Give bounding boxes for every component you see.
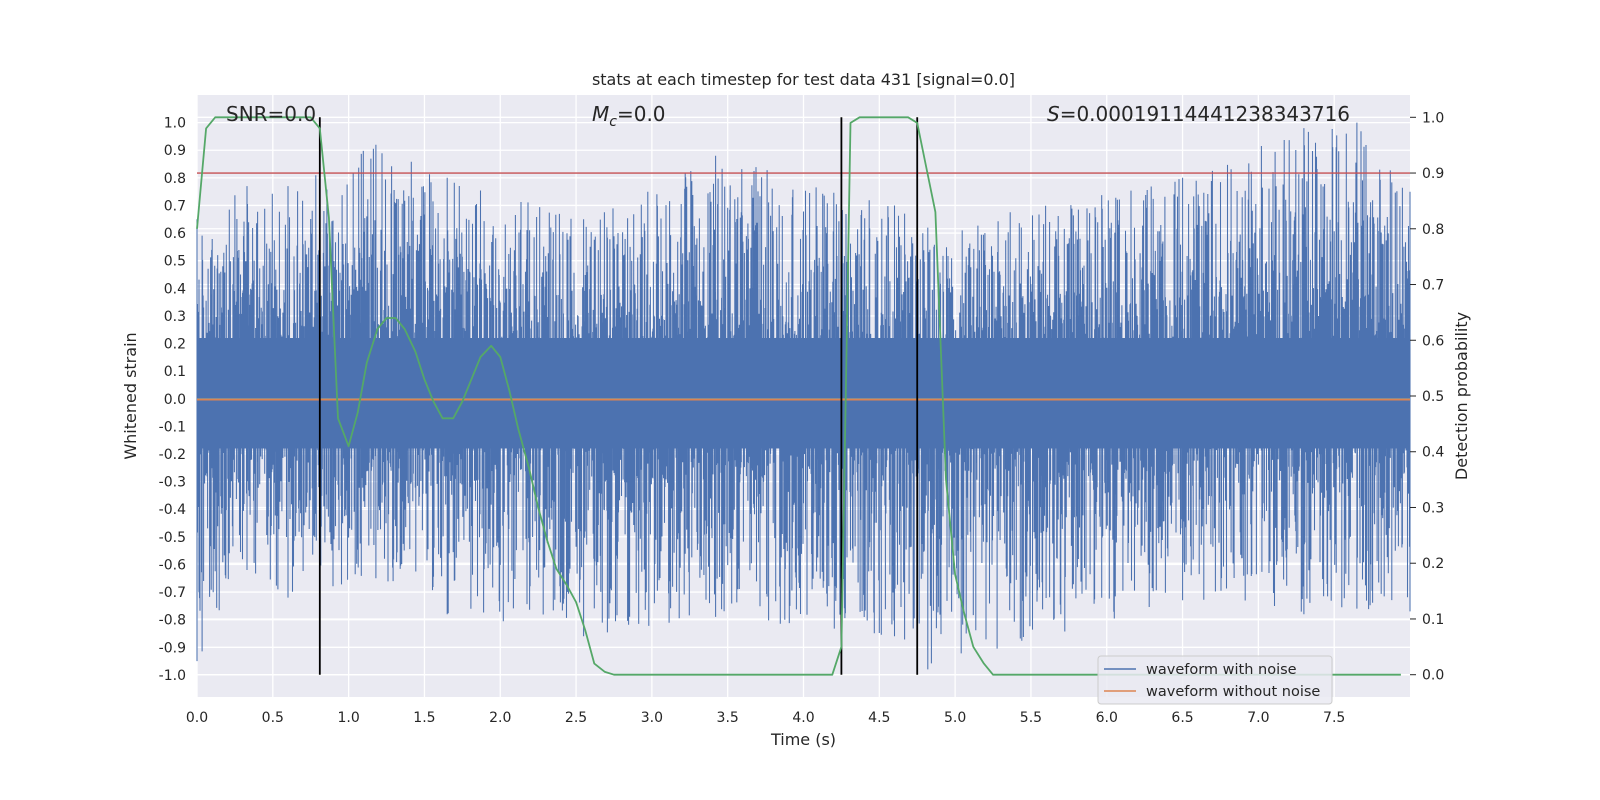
legend: waveform with noise waveform without noi…	[1097, 655, 1333, 705]
y2-tick-label: 0.0	[1422, 668, 1444, 684]
y-tick-label: -0.1	[159, 419, 186, 435]
mc-subscript: c	[609, 114, 617, 130]
y-tick-label: -0.6	[159, 557, 186, 573]
x-tick-label: 1.5	[413, 710, 435, 726]
x-tick-label: 6.0	[1096, 710, 1118, 726]
x-tick-label: 7.5	[1323, 710, 1345, 726]
y-tick-label: -1.0	[159, 668, 186, 684]
y-tick-label: -0.4	[159, 502, 186, 518]
x-tick-label: 7.0	[1247, 710, 1269, 726]
overlay-lines	[196, 116, 1410, 676]
y-tick-label: 0.4	[164, 281, 186, 297]
series-waveform-with-noise	[196, 122, 1411, 670]
x-tick-label: 2.0	[489, 710, 511, 726]
axes: 0.0 0.5 1.0 1.5 2.0 2.5 3.0 3.5 4.0 4.5 5.0 5.5 6.0 6…	[159, 110, 1445, 726]
x-tick-label: 0.5	[262, 710, 284, 726]
noise-waveform-core	[197, 338, 1410, 449]
legend-label-waveform-with-noise: waveform with noise	[1146, 662, 1297, 678]
y-tick-label: 1.0	[164, 116, 186, 132]
y2-tick-label: 0.8	[1422, 222, 1444, 238]
legend-label-waveform-without-noise: waveform without noise	[1146, 684, 1320, 700]
x-tick-label: 4.5	[868, 710, 890, 726]
chart-title: stats at each timestep for test data 431…	[592, 70, 1015, 89]
y-tick-label: 0.1	[164, 364, 186, 380]
y-tick-label: 0.8	[164, 171, 186, 187]
mc-annotation: Mc=0.0	[592, 102, 666, 130]
mc-symbol: M	[592, 102, 609, 126]
y2-tick-label: 0.5	[1422, 389, 1444, 405]
y-tick-label: -0.5	[159, 530, 186, 546]
s-symbol: S	[1047, 102, 1060, 126]
y-tick-label: 0.3	[164, 309, 186, 325]
x-tick-label: 3.0	[641, 710, 663, 726]
y-tick-label: 0.5	[164, 254, 186, 270]
y-tick-label: 0.9	[164, 143, 186, 159]
y-tick-label: 0.7	[164, 198, 186, 214]
x-axis-label: Time (s)	[770, 730, 836, 749]
s-value: =0.00019114441238343716	[1060, 102, 1350, 126]
detection-probability-line	[196, 116, 1401, 676]
y-tick-label: -0.2	[159, 447, 186, 463]
x-tick-label: 6.5	[1171, 710, 1193, 726]
s-annotation: S=0.00019114441238343716	[1047, 102, 1350, 126]
x-tick-label: 5.5	[1020, 710, 1042, 726]
y2-tick-label: 0.6	[1422, 333, 1444, 349]
y-tick-label: 0.0	[164, 392, 186, 408]
legend-frame	[1097, 655, 1333, 705]
y-tick-label: 0.2	[164, 337, 186, 353]
y-axis-label: Whitened strain	[121, 332, 140, 459]
snr-annotation: SNR=0.0	[226, 102, 316, 126]
mc-value: =0.0	[617, 102, 666, 126]
y2-tick-label: 0.1	[1422, 612, 1444, 628]
y-tick-label: 0.6	[164, 226, 186, 242]
x-tick-label: 1.0	[337, 710, 359, 726]
x-tick-label: 3.5	[717, 710, 739, 726]
y-tick-label: -0.7	[159, 585, 186, 601]
x-tick-label: 2.5	[565, 710, 587, 726]
x-tick-label: 5.0	[944, 710, 966, 726]
y2-tick-label: 0.9	[1422, 166, 1444, 182]
y2-tick-label: 0.4	[1422, 445, 1444, 461]
x-tick-label: 0.0	[186, 710, 208, 726]
y2-tick-label: 0.7	[1422, 278, 1444, 294]
x-tick-label: 4.0	[792, 710, 814, 726]
y2-tick-label: 1.0	[1422, 110, 1444, 126]
y-tick-label: -0.8	[159, 613, 186, 629]
y2-axis-label: Detection probability	[1452, 312, 1471, 480]
y2-tick-label: 0.2	[1422, 556, 1444, 572]
y-tick-label: -0.3	[159, 475, 186, 491]
y-tick-label: -0.9	[159, 640, 186, 656]
y2-tick-label: 0.3	[1422, 500, 1444, 516]
